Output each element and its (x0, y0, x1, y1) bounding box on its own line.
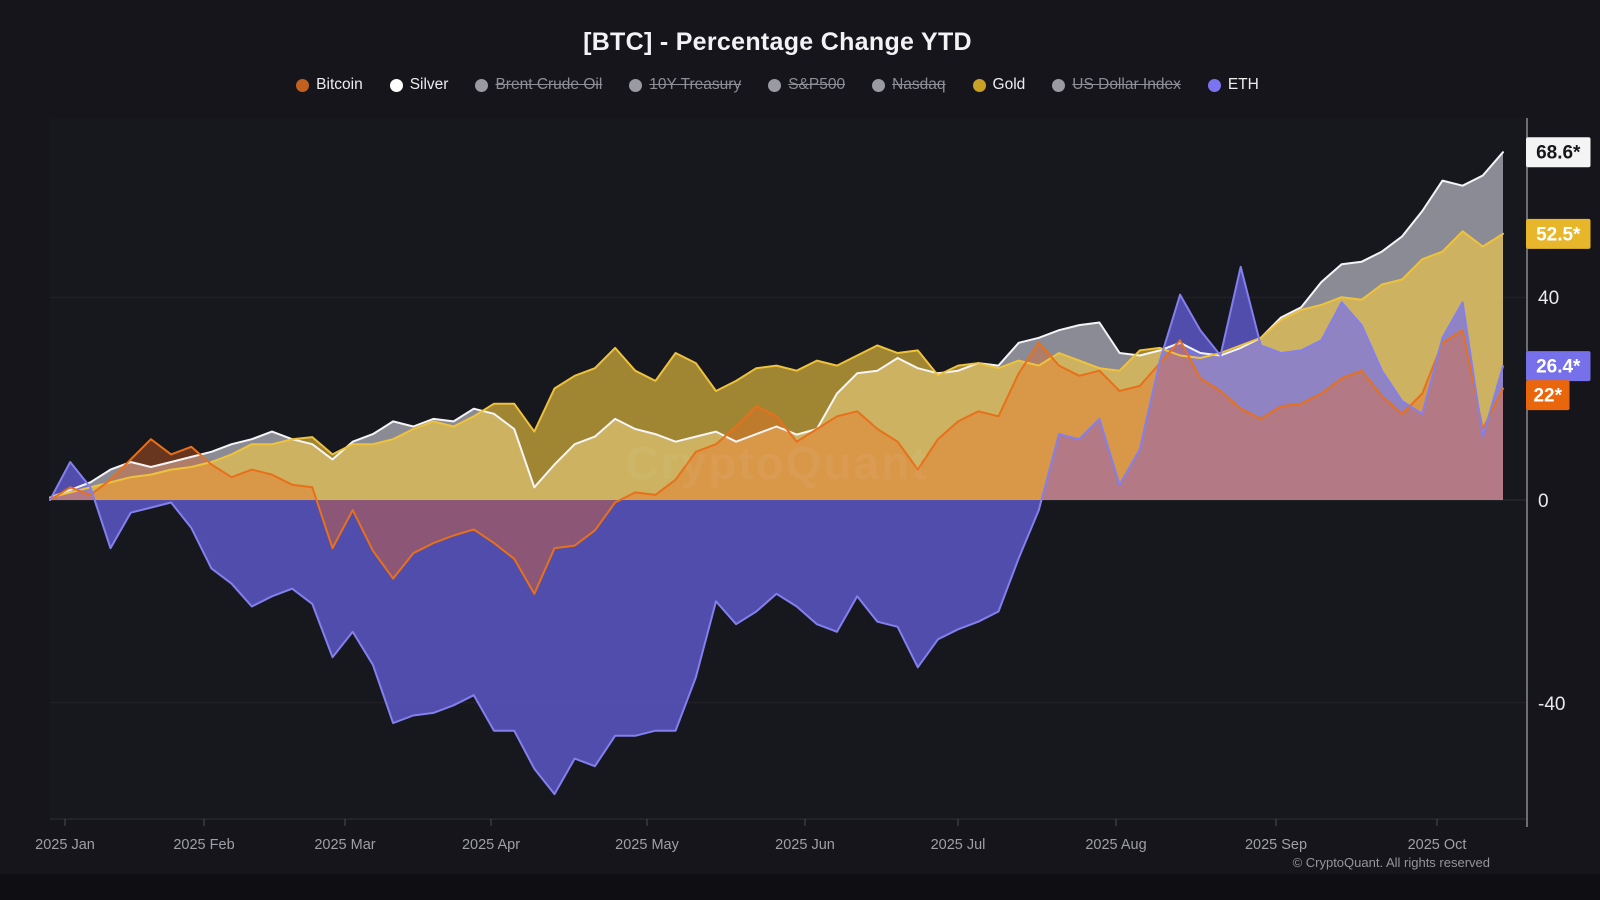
series-line-eth (49, 265, 1504, 796)
value-badge-label-gold: 52.5* (1536, 224, 1581, 245)
legend-dot-icon (1207, 78, 1221, 92)
legend-item-nasdaq[interactable]: Nasdaq (872, 76, 946, 94)
y-axis-tick-label: 0 (1538, 491, 1549, 512)
legend-item-brent-crude-oil[interactable]: Brent Crude Oil (475, 76, 602, 94)
legend-dot-icon (475, 78, 489, 92)
legend-item-silver[interactable]: Silver (389, 76, 449, 94)
y-axis-tick-label: -40 (1538, 694, 1565, 715)
legend-dot-icon (1052, 78, 1066, 92)
legend-dot-icon (389, 78, 403, 92)
series-area-eth (50, 266, 1503, 795)
x-axis-label: 2025 Feb (173, 837, 234, 853)
legend: Bitcoin Silver Brent Crude Oil 10Y Treasury… (0, 76, 1555, 94)
copyright-footer: © CryptoQuant. All rights reserved (1292, 855, 1490, 870)
bottom-strip (0, 874, 1600, 900)
legend-item-label: Gold (992, 76, 1026, 93)
x-axis-label: 2025 Sep (1245, 837, 1307, 853)
series-area-bitcoin (50, 330, 1503, 594)
legend-item-label: 10Y Treasury (649, 76, 742, 93)
value-badge-label-eth: 26.4* (1536, 357, 1581, 378)
legend-item-bitcoin[interactable]: Bitcoin (296, 76, 363, 94)
legend-dot-icon (872, 78, 886, 92)
legend-item-s-p500[interactable]: S&P500 (768, 76, 845, 94)
legend-dot-icon (629, 78, 643, 92)
value-badge-gold (1526, 218, 1591, 249)
series-line-gold (49, 230, 1504, 499)
legend-dot-icon (768, 78, 782, 92)
series-line-bitcoin (49, 329, 1504, 595)
page-title: [BTC] - Percentage Change YTD (583, 28, 972, 56)
value-badge-eth (1526, 351, 1591, 382)
legend-item-gold[interactable]: Gold (972, 76, 1026, 94)
x-axis-label: 2025 Mar (314, 837, 375, 853)
legend-item-label: ETH (1227, 76, 1259, 93)
legend-item-label: Brent Crude Oil (495, 76, 603, 93)
x-axis-label: 2025 Jan (35, 837, 95, 853)
legend-item-eth[interactable]: ETH (1207, 76, 1259, 94)
x-axis-label: 2025 Oct (1408, 837, 1467, 853)
value-badge-silver (1526, 137, 1591, 168)
legend-item-label: S&P500 (788, 76, 846, 93)
x-axis-label: 2025 Jun (775, 837, 835, 853)
x-axis-label: 2025 Jul (931, 837, 986, 853)
legend-dot-icon (972, 78, 986, 92)
legend-item-label: Bitcoin (316, 76, 363, 93)
legend-item-label: Silver (409, 76, 449, 93)
x-axis-label: 2025 Apr (462, 837, 520, 853)
value-badge-label-silver: 68.6* (1536, 143, 1581, 164)
legend-item-us-dollar-index[interactable]: US Dollar Index (1052, 76, 1181, 94)
legend-item-label: US Dollar Index (1072, 76, 1181, 93)
value-badge-bitcoin (1526, 380, 1570, 411)
legend-dot-icon (296, 78, 310, 92)
x-axis-label: 2025 Aug (1085, 837, 1146, 853)
value-badge-label-bitcoin: 22* (1533, 386, 1562, 407)
legend-item-10y-treasury[interactable]: 10Y Treasury (629, 76, 741, 94)
y-axis-tick-label: 40 (1538, 288, 1559, 309)
legend-item-label: Nasdaq (892, 76, 946, 93)
x-axis-label: 2025 May (615, 837, 679, 853)
